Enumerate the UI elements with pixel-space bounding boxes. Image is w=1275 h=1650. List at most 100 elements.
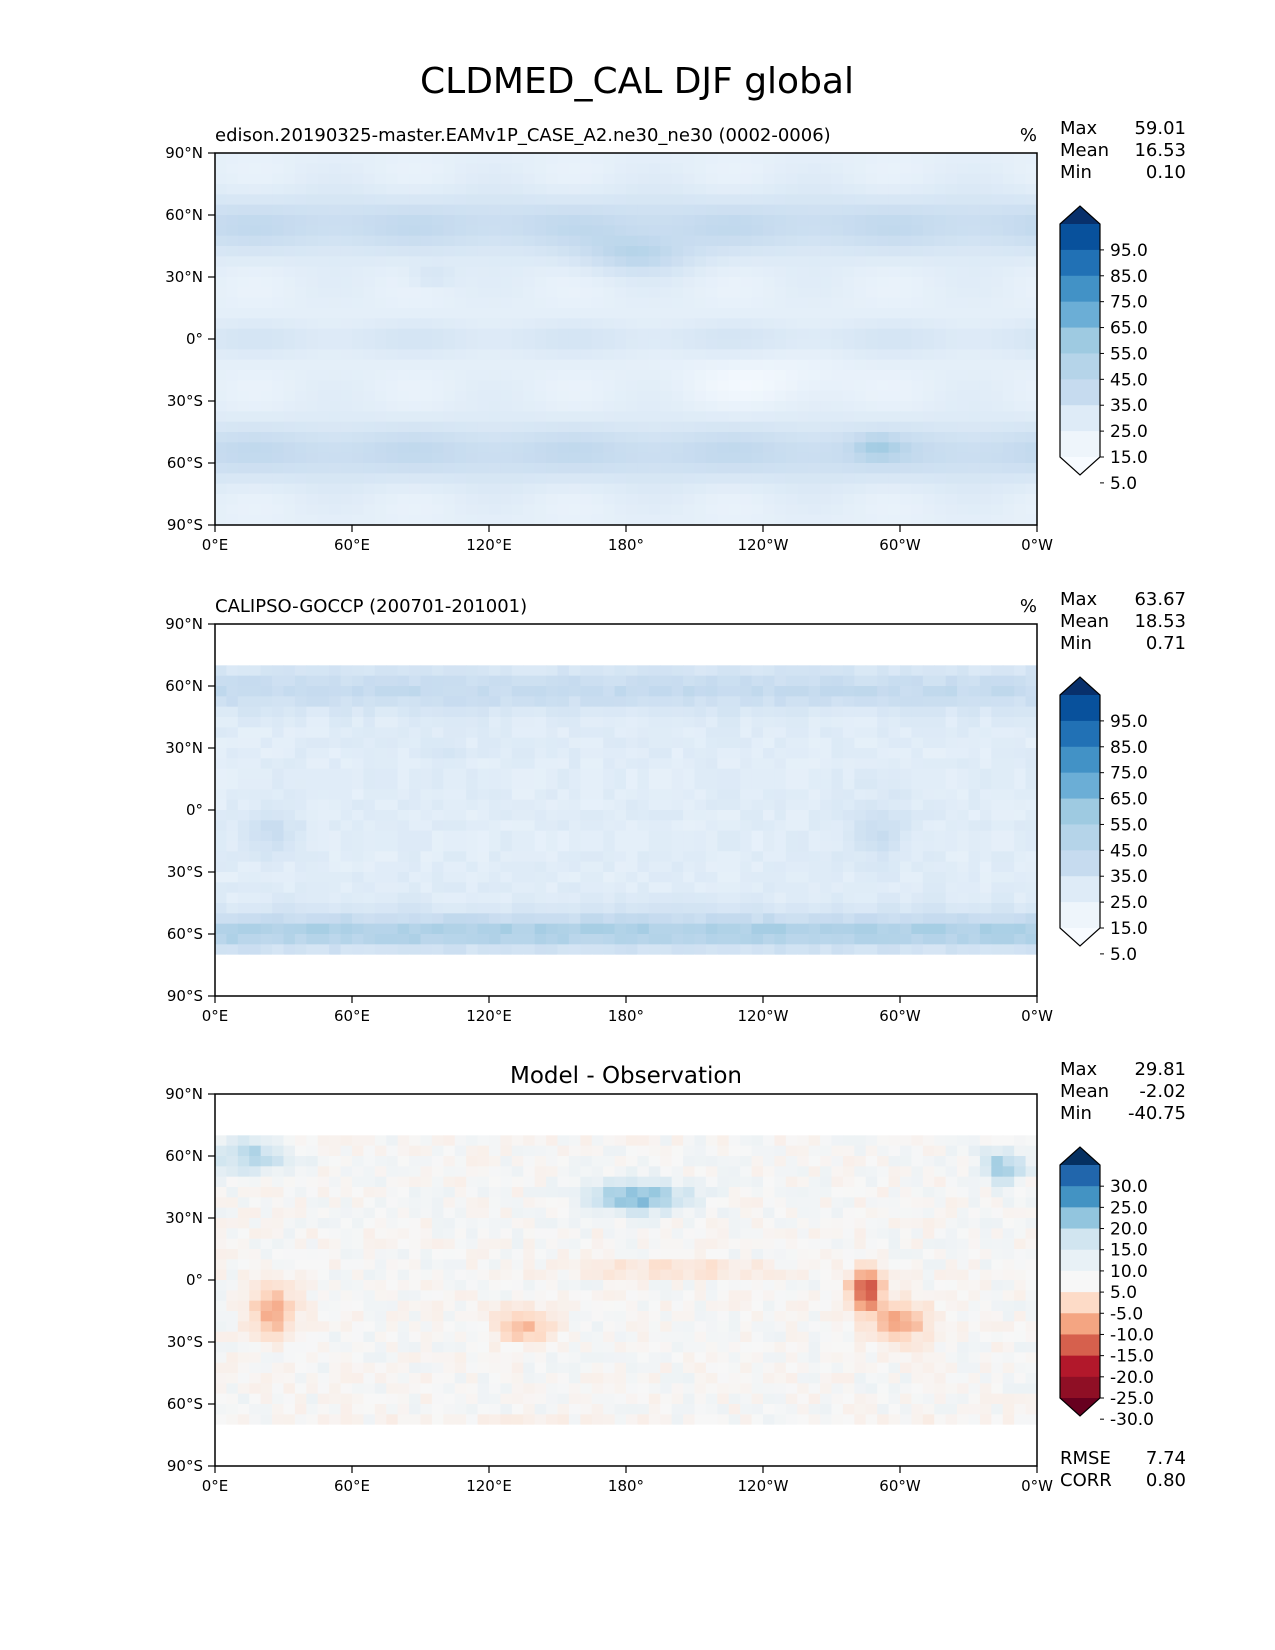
colorbar-segment xyxy=(1060,224,1100,251)
metric-label: RMSE xyxy=(1060,1448,1111,1469)
colorbar-segment xyxy=(1060,798,1100,825)
metric-value: 7.74 xyxy=(1146,1448,1186,1469)
colorbar-level-label: 85.0 xyxy=(1110,738,1148,758)
metric-value: 0.80 xyxy=(1146,1470,1186,1491)
colorbar-level-label: 25.0 xyxy=(1110,422,1148,442)
x-tick-label: 60°W xyxy=(879,1477,921,1495)
colorbar-segment xyxy=(1060,1228,1100,1251)
y-tick-label: 90°S xyxy=(167,516,203,534)
colorbar-extend-top xyxy=(1060,206,1100,224)
colorbar-segment xyxy=(1060,1165,1100,1187)
colorbar-level-label: 35.0 xyxy=(1110,867,1148,887)
colorbar-level-label: 15.0 xyxy=(1110,1241,1148,1261)
x-tick-label: 120°E xyxy=(466,1007,512,1025)
panels: 90°N 60°N 30°N 0° 30°S 60°S 90°S 0°E 60°E 120°E 18… xyxy=(165,118,1186,1495)
y-tick-label: 0° xyxy=(186,801,203,819)
colorbar-level-label: 5.0 xyxy=(1110,474,1137,494)
y-tick-label: 60°N xyxy=(165,677,203,695)
stat-label: Mean xyxy=(1060,1081,1109,1102)
stat-label: Min xyxy=(1060,1103,1092,1124)
colorbar: 30.025.020.015.010.05.0-5.0-10.0-15.0-20… xyxy=(1059,1146,1154,1430)
x-tick-label: 120°E xyxy=(466,536,512,554)
colorbar-level-label: 75.0 xyxy=(1110,293,1148,313)
x-tick-label: 180° xyxy=(608,1007,644,1025)
y-tick-label: 90°N xyxy=(165,144,203,162)
figure-title: CLDMED_CAL DJF global xyxy=(420,61,854,102)
stat-label: Mean xyxy=(1060,140,1109,161)
y-tick-label: 90°N xyxy=(165,1085,203,1103)
colorbar-segment xyxy=(1060,902,1100,929)
panel-title: edison.20190325-master.EAMv1P_CASE_A2.ne… xyxy=(215,125,831,146)
colorbar-level-label: 25.0 xyxy=(1110,1198,1148,1218)
y-tick-label: 30°S xyxy=(167,863,203,881)
colorbar-segment xyxy=(1060,1355,1100,1378)
x-tick-label: 60°E xyxy=(334,1007,370,1025)
y-tick-label: 60°S xyxy=(167,454,203,472)
panel-2: 90°N 60°N 30°N 0° 30°S 60°S 90°S 0°E 60°E 120°E 18… xyxy=(165,589,1186,1025)
colorbar-level-label: 5.0 xyxy=(1110,1283,1137,1303)
colorbar-extend-top xyxy=(1060,677,1100,695)
colorbar-level-label: 65.0 xyxy=(1110,790,1148,810)
y-tick-label: 0° xyxy=(186,330,203,348)
stat-value: 0.10 xyxy=(1146,162,1186,183)
stat-label: Min xyxy=(1060,162,1092,183)
x-tick-label: 180° xyxy=(608,536,644,554)
stat-label: Max xyxy=(1060,589,1098,610)
stat-label: Max xyxy=(1060,1059,1098,1080)
colorbar-segment xyxy=(1060,1292,1100,1314)
stat-value: 63.67 xyxy=(1134,589,1186,610)
x-tick-label: 120°W xyxy=(738,1477,789,1495)
x-tick-label: 60°E xyxy=(334,536,370,554)
colorbar-extend-bottom xyxy=(1060,457,1100,475)
y-tick-label: 60°S xyxy=(167,925,203,943)
colorbar-segment xyxy=(1060,1207,1100,1230)
colorbar-level-label: 20.0 xyxy=(1110,1220,1148,1240)
colorbar-segment xyxy=(1060,1313,1100,1335)
colorbar-segment xyxy=(1060,772,1100,800)
colorbar-segment xyxy=(1060,249,1100,277)
units-label: % xyxy=(1020,125,1037,146)
y-tick-label: 60°N xyxy=(165,206,203,224)
colorbar-segment xyxy=(1060,695,1100,722)
colorbar-level-label: 95.0 xyxy=(1110,712,1148,732)
colorbar-extend-bottom xyxy=(1060,1398,1100,1416)
y-tick-label: 90°S xyxy=(167,987,203,1005)
stat-value: 18.53 xyxy=(1134,611,1186,632)
heatmap-field xyxy=(215,624,1038,997)
colorbar-segment xyxy=(1060,431,1100,458)
x-tick-label: 60°W xyxy=(879,536,921,554)
colorbar: 95.0 85.0 75.0 65.0 55.0 45.0 35.0 25.0 15.0 5.0 xyxy=(1059,205,1148,494)
colorbar-segment xyxy=(1060,301,1100,329)
y-tick-label: 30°S xyxy=(167,1333,203,1351)
stat-value: -2.02 xyxy=(1139,1081,1186,1102)
stat-value: 0.71 xyxy=(1146,633,1186,654)
colorbar-segment xyxy=(1060,379,1100,406)
stat-value: 59.01 xyxy=(1134,118,1186,139)
colorbar-extend-bottom xyxy=(1060,928,1100,946)
y-tick-label: 60°N xyxy=(165,1147,203,1165)
colorbar-level-label: 45.0 xyxy=(1110,841,1148,861)
stat-value: 29.81 xyxy=(1134,1059,1186,1080)
colorbar-segment xyxy=(1060,1334,1100,1357)
y-tick-label: 30°N xyxy=(165,1209,203,1227)
colorbar-level-label: 10.0 xyxy=(1110,1262,1148,1282)
colorbar-level-label: 25.0 xyxy=(1110,893,1148,913)
colorbar-segment xyxy=(1060,1270,1100,1293)
x-tick-label: 60°E xyxy=(334,1477,370,1495)
metric-label: CORR xyxy=(1060,1470,1112,1491)
x-tick-label: 120°W xyxy=(738,536,789,554)
colorbar-segment xyxy=(1060,720,1100,748)
heatmap-field xyxy=(215,1094,1038,1467)
y-tick-label: 60°S xyxy=(167,1395,203,1413)
colorbar-level-label: 5.0 xyxy=(1110,945,1137,965)
y-tick-label: 30°S xyxy=(167,392,203,410)
x-tick-label: 0°W xyxy=(1021,1007,1053,1025)
x-tick-label: 0°E xyxy=(202,536,229,554)
colorbar-level-label: 55.0 xyxy=(1110,344,1148,364)
colorbar-segment xyxy=(1060,850,1100,877)
colorbar-segment xyxy=(1060,1249,1100,1272)
stat-label: Max xyxy=(1060,118,1098,139)
heatmap-field xyxy=(215,153,1038,526)
colorbar-level-label: 15.0 xyxy=(1110,919,1148,939)
